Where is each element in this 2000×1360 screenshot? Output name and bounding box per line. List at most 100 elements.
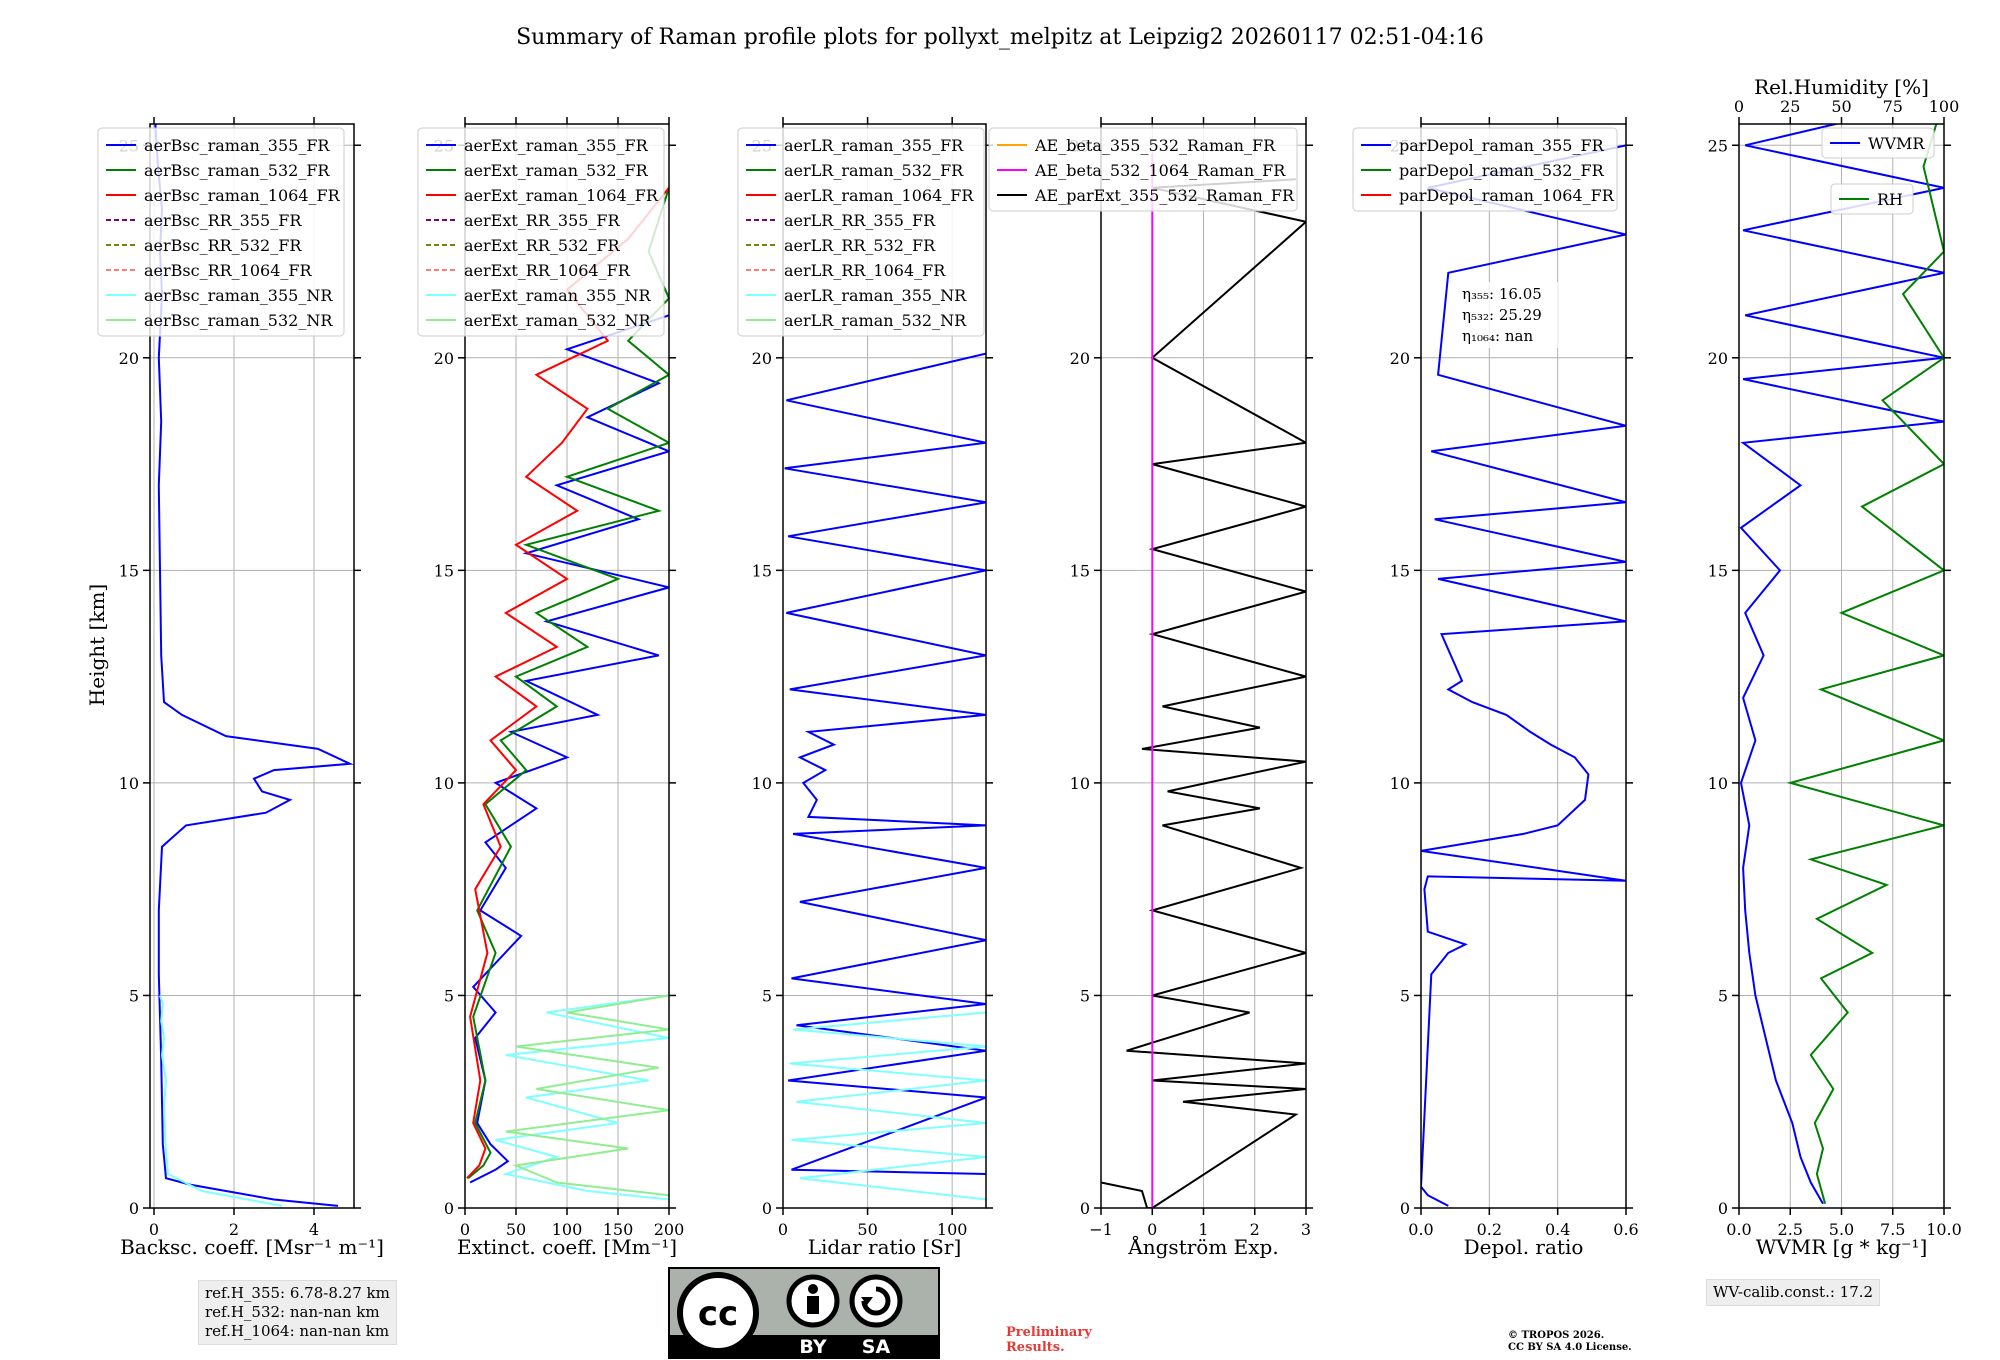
series-aerLR_raman_355_FR <box>784 352 986 1175</box>
eta-text: η₅₃₂: 25.29 <box>1462 306 1542 324</box>
y-tick-label: 5 <box>1400 986 1410 1005</box>
x-tick-label: 50 <box>857 1220 877 1239</box>
x-tick-label: 4 <box>309 1220 319 1239</box>
preliminary-note: Preliminary Results. <box>1006 1325 1092 1355</box>
legend-label: AE_beta_355_532_Raman_FR <box>1034 136 1276 155</box>
legend-box <box>97 127 345 337</box>
legend-label: WVMR <box>1868 134 1925 153</box>
legend-box <box>1830 183 1914 215</box>
series-aerExt_raman_532_FR <box>467 187 669 1179</box>
series-WVMR <box>1739 124 1944 1205</box>
series-AE_parExt_355_532_Raman_FR <box>1101 178 1306 1208</box>
y-tick-label: 0 <box>444 1199 454 1218</box>
legend-label: aerLR_raman_532_FR <box>784 161 964 180</box>
x-tick-label: 0.0 <box>1726 1220 1751 1239</box>
x-axis-label: Extinct. coeff. [Mm⁻¹] <box>457 1235 677 1259</box>
x-tick-label: 0 <box>149 1220 159 1239</box>
y-tick-label: 5 <box>1080 986 1090 1005</box>
eta-text: η₁₀₆₄: nan <box>1462 327 1533 345</box>
x-tick-label: 0.6 <box>1613 1220 1638 1239</box>
series-group <box>466 187 669 1201</box>
x-axis-label: Backsc. coeff. [Msr⁻¹ m⁻¹] <box>120 1235 384 1259</box>
x-tick-label: 2.5 <box>1778 1220 1803 1239</box>
plot-frame <box>149 123 355 1209</box>
eta-text: η₃₅₅: 16.05 <box>1462 285 1542 303</box>
y-tick-label: 20 <box>1390 349 1410 368</box>
top-tick-label: 100 <box>1929 97 1960 116</box>
legend-label: aerExt_RR_1064_FR <box>464 261 631 280</box>
y-tick-label: 10 <box>752 774 772 793</box>
wv-calib-text: WV-calib.const.: 17.2 <box>1713 1283 1874 1301</box>
series-RH <box>1786 124 1944 1204</box>
wv-calib-box: WV-calib.const.: 17.2 <box>1706 1279 1881 1306</box>
legend-box <box>417 127 665 337</box>
x-tick-label: 0.4 <box>1545 1220 1570 1239</box>
x-tick-label: 10.0 <box>1926 1220 1962 1239</box>
reference-height-box: ref.H_355: 6.78-8.27 km ref.H_532: nan-n… <box>198 1280 397 1345</box>
x-tick-label: 3 <box>1301 1220 1311 1239</box>
legend-label: aerBsc_RR_532_FR <box>144 236 302 255</box>
legend-wvmr: WVMR <box>1821 127 1935 159</box>
y-tick-label: 20 <box>119 349 139 368</box>
panel-bsc: 0240510152025Backsc. coeff. [Msr⁻¹ m⁻¹]a… <box>97 117 384 1259</box>
legend: aerExt_raman_355_FR aerExt_raman_532_FRae… <box>417 127 665 337</box>
x-tick-label: 150 <box>603 1220 634 1239</box>
y-tick-label: 20 <box>752 349 772 368</box>
y-tick-label: 20 <box>434 349 454 368</box>
y-tick-label: 0 <box>1080 1199 1090 1218</box>
x-tick-label: 50 <box>506 1220 526 1239</box>
legend-label: aerLR_RR_1064_FR <box>784 261 946 280</box>
legend-label: aerBsc_RR_355_FR <box>144 211 302 230</box>
copyright-line-2: CC BY SA 4.0 License. <box>1508 1342 1632 1353</box>
eta-annotation: η₃₅₅: 16.05 η₅₃₂: 25.29 η₁₀₆₄: nan <box>1456 282 1558 348</box>
x-axis-label: WVMR [g * kg⁻¹] <box>1756 1235 1928 1259</box>
series-aerLR_raman_355_NR <box>789 1011 986 1201</box>
legend-label: aerLR_raman_355_NR <box>784 286 967 305</box>
y-tick-label: 15 <box>1708 561 1728 580</box>
y-tick-label: 25 <box>1708 136 1728 155</box>
x-tick-label: 1 <box>1198 1220 1208 1239</box>
cc-text: cc <box>698 1294 738 1334</box>
panel-ext: 0501001502000510152025Extinct. coeff. [M… <box>417 117 684 1259</box>
series-group <box>784 352 986 1201</box>
y-tick-label: 10 <box>1708 774 1728 793</box>
series-aerExt_raman_1064_FR <box>466 187 669 1179</box>
legend-label: aerLR_raman_532_NR <box>784 311 967 330</box>
legend: aerLR_raman_355_FR aerLR_raman_532_FR aerL… <box>737 127 985 337</box>
preliminary-line-2: Results. <box>1006 1340 1065 1355</box>
legend: aerBsc_raman_355_FR aerBsc_raman_532_FRae… <box>97 127 345 337</box>
legend-label: aerExt_raman_355_FR <box>464 136 649 155</box>
y-tick-label: 10 <box>1070 774 1090 793</box>
legend-label: AE_parExt_355_532_Raman_FR <box>1034 186 1295 205</box>
ref-h-532-text: ref.H_532: nan-nan km <box>205 1303 380 1321</box>
legend-label: aerExt_RR_355_FR <box>464 211 621 230</box>
top-tick-label: 0 <box>1734 97 1744 116</box>
series-aerBsc_raman_355_NR <box>159 995 283 1207</box>
legend-label: aerExt_raman_532_NR <box>464 311 652 330</box>
panels: 0240510152025Backsc. coeff. [Msr⁻¹ m⁻¹]a… <box>97 75 1962 1259</box>
x-tick-label: 2 <box>229 1220 239 1239</box>
top-tick-label: 25 <box>1780 97 1800 116</box>
legend: AE_beta_355_532_Raman_FR AE_beta_532_1064… <box>988 127 1298 212</box>
y-tick-label: 10 <box>1390 774 1410 793</box>
series-aerExt_raman_355_NR <box>495 994 669 1201</box>
legend-label: AE_beta_532_1064_Raman_FR <box>1034 161 1286 180</box>
y-tick-label: 15 <box>119 561 139 580</box>
cc-icon <box>677 1272 759 1354</box>
series-parDepol_raman_355_FR <box>1421 144 1626 1207</box>
y-tick-label: 0 <box>129 1199 139 1218</box>
x-tick-label: 2 <box>1250 1220 1260 1239</box>
legend-label: aerLR_raman_1064_FR <box>784 186 974 205</box>
plot-frame <box>782 123 987 1209</box>
copyright-note: © TROPOS 2026. CC BY SA 4.0 License. <box>1508 1330 1632 1354</box>
legend-label: RH <box>1877 190 1903 209</box>
y-tick-label: 10 <box>119 774 139 793</box>
panel-lr: 0501000510152025Lidar ratio [Sr]aerLR_ra… <box>737 117 993 1259</box>
y-tick-label: 5 <box>129 986 139 1005</box>
y-tick-label: 15 <box>1390 561 1410 580</box>
legend: parDepol_raman_355_FR parDepol_raman_532_… <box>1352 127 1618 212</box>
legend-label: aerBsc_raman_532_NR <box>144 311 333 330</box>
legend-label: aerLR_RR_532_FR <box>784 236 936 255</box>
panel-ae: −101230510152025Ångström Exp.AE_beta_355… <box>988 117 1313 1259</box>
